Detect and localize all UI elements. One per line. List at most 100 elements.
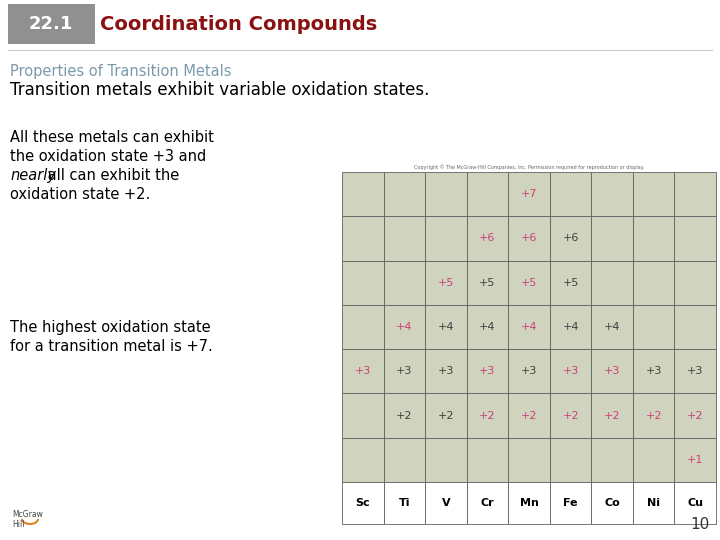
- Bar: [591, 482, 633, 524]
- Bar: [550, 349, 591, 394]
- Bar: [384, 217, 425, 261]
- Bar: [633, 172, 675, 217]
- Bar: [675, 349, 716, 394]
- Bar: [425, 349, 467, 394]
- Bar: [384, 172, 425, 217]
- Text: +4: +4: [521, 322, 537, 332]
- Text: +4: +4: [438, 322, 454, 332]
- Text: Cr: Cr: [481, 498, 494, 508]
- Bar: [508, 261, 550, 305]
- Text: Copyright © The McGraw-Hill Companies, Inc. Permission required for reproduction: Copyright © The McGraw-Hill Companies, I…: [414, 164, 644, 170]
- Text: oxidation state +2.: oxidation state +2.: [10, 187, 150, 202]
- Bar: [675, 482, 716, 524]
- Bar: [591, 394, 633, 438]
- Text: Ni: Ni: [647, 498, 660, 508]
- Text: +6: +6: [521, 233, 537, 244]
- Bar: [550, 438, 591, 482]
- Text: +3: +3: [645, 366, 662, 376]
- Text: +7: +7: [521, 189, 537, 199]
- Bar: [675, 394, 716, 438]
- Bar: [675, 217, 716, 261]
- Bar: [467, 438, 508, 482]
- Bar: [591, 305, 633, 349]
- Text: +4: +4: [480, 322, 495, 332]
- Text: +5: +5: [521, 278, 537, 288]
- Bar: [591, 349, 633, 394]
- Bar: [425, 438, 467, 482]
- Text: Mn: Mn: [520, 498, 539, 508]
- Bar: [467, 394, 508, 438]
- Bar: [508, 438, 550, 482]
- Bar: [342, 261, 384, 305]
- Text: +2: +2: [438, 410, 454, 421]
- Bar: [467, 172, 508, 217]
- Text: +5: +5: [438, 278, 454, 288]
- Bar: [675, 172, 716, 217]
- Bar: [342, 482, 384, 524]
- Text: +2: +2: [480, 410, 495, 421]
- Bar: [675, 305, 716, 349]
- Text: 22.1: 22.1: [29, 15, 73, 33]
- Bar: [550, 172, 591, 217]
- Bar: [633, 217, 675, 261]
- Text: +5: +5: [480, 278, 495, 288]
- Text: +2: +2: [562, 410, 579, 421]
- Text: +2: +2: [396, 410, 413, 421]
- Text: McGraw: McGraw: [12, 510, 43, 519]
- Text: Cu: Cu: [687, 498, 703, 508]
- Text: Transition metals exhibit variable oxidation states.: Transition metals exhibit variable oxida…: [10, 81, 429, 99]
- Text: +4: +4: [396, 322, 413, 332]
- Bar: [425, 394, 467, 438]
- Bar: [550, 305, 591, 349]
- Text: +2: +2: [645, 410, 662, 421]
- Bar: [591, 261, 633, 305]
- Bar: [550, 261, 591, 305]
- Bar: [591, 217, 633, 261]
- Bar: [425, 261, 467, 305]
- Text: for a transition metal is +7.: for a transition metal is +7.: [10, 339, 212, 354]
- Text: +4: +4: [604, 322, 621, 332]
- Text: nearly: nearly: [10, 168, 56, 183]
- Bar: [425, 217, 467, 261]
- Text: +3: +3: [521, 366, 537, 376]
- Text: +6: +6: [562, 233, 579, 244]
- Text: +3: +3: [396, 366, 413, 376]
- Bar: [508, 394, 550, 438]
- Bar: [8, 4, 95, 44]
- Text: the oxidation state +3 and: the oxidation state +3 and: [10, 149, 206, 164]
- Bar: [467, 261, 508, 305]
- Text: +3: +3: [562, 366, 579, 376]
- Text: 10: 10: [690, 517, 710, 532]
- Text: Sc: Sc: [356, 498, 370, 508]
- Text: All these metals can exhibit: All these metals can exhibit: [10, 130, 214, 145]
- Bar: [550, 217, 591, 261]
- Text: Coordination Compounds: Coordination Compounds: [100, 15, 377, 33]
- Bar: [508, 217, 550, 261]
- Text: +2: +2: [687, 410, 703, 421]
- Text: Co: Co: [604, 498, 620, 508]
- Text: Properties of Transition Metals: Properties of Transition Metals: [10, 64, 232, 79]
- Text: Ti: Ti: [399, 498, 410, 508]
- Bar: [384, 482, 425, 524]
- Bar: [342, 438, 384, 482]
- Bar: [508, 349, 550, 394]
- Text: +3: +3: [354, 366, 371, 376]
- Text: +3: +3: [480, 366, 495, 376]
- Bar: [508, 305, 550, 349]
- Bar: [633, 305, 675, 349]
- Bar: [675, 261, 716, 305]
- Text: Fe: Fe: [563, 498, 578, 508]
- Bar: [384, 394, 425, 438]
- Text: +3: +3: [438, 366, 454, 376]
- Bar: [467, 217, 508, 261]
- Text: +2: +2: [521, 410, 537, 421]
- Bar: [342, 394, 384, 438]
- Text: +4: +4: [562, 322, 579, 332]
- Text: V: V: [441, 498, 450, 508]
- Bar: [508, 482, 550, 524]
- Bar: [425, 305, 467, 349]
- Bar: [550, 482, 591, 524]
- Text: +5: +5: [562, 278, 579, 288]
- Bar: [384, 438, 425, 482]
- Bar: [633, 349, 675, 394]
